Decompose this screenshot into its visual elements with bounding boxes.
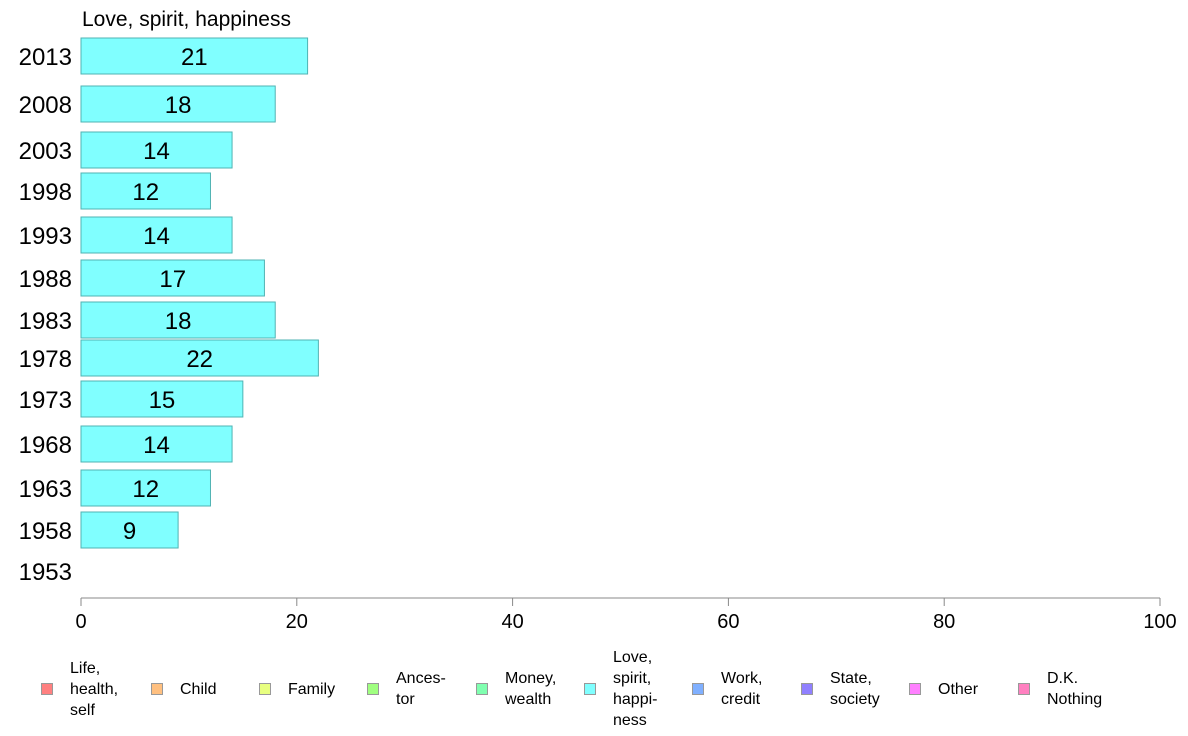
bar	[80, 301, 276, 339]
legend-item: Ances- tor	[367, 668, 446, 710]
y-tick-label: 1958	[19, 518, 72, 545]
bar	[80, 37, 309, 75]
legend-label: Child	[180, 680, 217, 698]
legend-label: Money, wealth	[505, 670, 557, 708]
legend-swatch	[584, 683, 596, 695]
legend-item: Other	[909, 679, 978, 700]
legend-label: Work, credit	[721, 670, 763, 708]
bar-value-label: 21	[181, 44, 208, 71]
legend-swatch	[367, 683, 379, 695]
legend-item: Money, wealth	[476, 668, 556, 710]
x-tick-label: 20	[286, 611, 308, 633]
bar-value-label: 14	[143, 432, 170, 459]
y-tick-label: 1968	[19, 432, 72, 459]
legend-item: Love, spirit, happi- ness	[584, 647, 657, 731]
legend-swatch	[692, 683, 704, 695]
bar-value-label: 12	[132, 179, 159, 206]
bars-group: 21 18 14 12 14 17 18 22 15 14 12 9	[80, 37, 319, 549]
legend-label: State, society	[830, 670, 880, 708]
x-tick-label: 0	[75, 611, 86, 633]
bar	[80, 172, 211, 210]
bar	[80, 216, 233, 254]
bar	[80, 259, 265, 297]
legend-item: D.K. Nothing	[1018, 668, 1102, 710]
y-tick-label: 1953	[19, 559, 72, 586]
legend-swatch	[909, 683, 921, 695]
legend-swatch	[151, 683, 163, 695]
legend-label: D.K. Nothing	[1047, 670, 1103, 708]
legend-item: Family	[259, 679, 335, 700]
bar-value-label: 22	[186, 346, 213, 373]
bar	[80, 425, 233, 463]
y-tick-label: 1988	[19, 266, 72, 293]
y-tick-label: 2003	[19, 138, 72, 165]
legend-item: Life, health, self	[41, 658, 118, 721]
y-tick-label: 1993	[19, 223, 72, 250]
y-tick-label: 1983	[19, 308, 72, 335]
bar-value-label: 15	[149, 387, 176, 414]
legend-swatch	[1018, 683, 1030, 695]
y-tick-label: 1973	[19, 387, 72, 414]
legend: Life, health, self Child Family Ances- tor M…	[0, 640, 1188, 736]
bar-value-label: 12	[132, 476, 159, 503]
bar-value-label: 18	[165, 92, 192, 119]
legend-swatch	[801, 683, 813, 695]
bar-value-label: 14	[143, 223, 170, 250]
legend-swatch	[41, 683, 53, 695]
bar	[80, 380, 244, 418]
bar	[80, 511, 179, 549]
legend-label: Other	[938, 680, 979, 698]
bar-value-label: 17	[159, 266, 186, 293]
bar	[80, 85, 276, 123]
legend-swatch	[259, 683, 271, 695]
legend-label: Love, spirit, happi- ness	[613, 649, 658, 729]
bar	[80, 131, 233, 169]
x-tick-label: 40	[501, 611, 523, 633]
legend-label: Ances- tor	[396, 670, 446, 708]
legend-swatch	[476, 683, 488, 695]
y-tick-label: 2008	[19, 92, 72, 119]
y-tick-label: 1978	[19, 346, 72, 373]
y-tick-label: 1963	[19, 476, 72, 503]
y-tick-label: 2013	[19, 44, 72, 71]
x-tick-label: 80	[933, 611, 955, 633]
legend-item: Work, credit	[692, 668, 762, 710]
y-tick-label: 1998	[19, 179, 72, 206]
x-tick-label: 60	[717, 611, 739, 633]
bar	[80, 469, 211, 507]
x-tick-label: 100	[1143, 611, 1176, 633]
bar-value-label: 14	[143, 138, 170, 165]
legend-item: Child	[151, 679, 216, 700]
y-axis-labels: 2013 2008 2003 1998 1993 1988 1983 1978 1973 1968…	[19, 44, 72, 586]
x-axis: 0 20 40 60 80 100	[75, 597, 1177, 633]
bar-value-label: 9	[123, 518, 136, 545]
bar-chart: Love, spirit, happiness 21 18 14 12 14 17 18 22…	[19, 8, 1177, 633]
chart-title: Love, spirit, happiness	[82, 8, 291, 31]
bar-value-label: 18	[165, 308, 192, 335]
legend-label: Family	[288, 680, 336, 698]
legend-item: State, society	[801, 668, 880, 710]
legend-label: Life, health, self	[70, 659, 119, 719]
bar	[80, 339, 319, 377]
